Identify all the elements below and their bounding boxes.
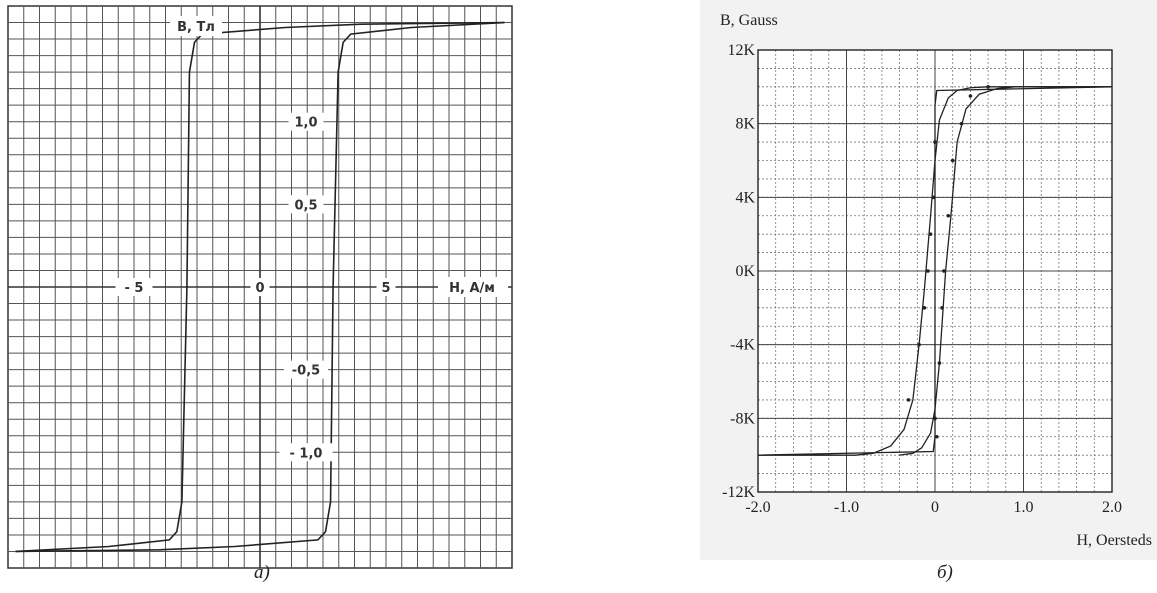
data-marker-b — [959, 121, 964, 126]
x-tick-label-b: 0 — [931, 499, 939, 516]
chart-b-svg: 12K 8K 4K 0K -4K -8K -12K-2.0 -1.0 0 1.0 2.0 B, Gau… — [700, 0, 1157, 560]
data-marker-b — [950, 158, 955, 163]
data-marker-b — [937, 361, 942, 365]
y-tick-label-b: -8K — [730, 410, 755, 427]
data-marker-b — [922, 306, 927, 310]
y-tick-label-a: 1,0 — [294, 116, 317, 131]
x-axis-label-a: Н, А/м — [449, 281, 495, 296]
hysteresis-branch-a-0 — [15, 21, 505, 553]
x-tick-label-b: -2.0 — [745, 499, 770, 516]
y-tick-label-a: 0,5 — [294, 198, 317, 213]
ylabel-bg-a — [170, 16, 222, 36]
data-marker-b — [934, 434, 939, 439]
data-marker-b — [940, 306, 944, 310]
data-marker-b — [968, 94, 973, 98]
y-tick-label-b: -4K — [730, 337, 755, 354]
xlabel-bg-a — [438, 277, 508, 297]
hysteresis-branch-a-1 — [15, 21, 505, 553]
y-tick-bg-a — [279, 443, 333, 462]
hysteresis-chart-a: - 5 0 5 1,0 0,5 -0,5 - 1,0 В, Тл Н, А/м — [0, 0, 520, 593]
data-marker-b — [946, 213, 951, 218]
data-marker-b — [906, 398, 911, 402]
data-marker-b — [917, 342, 921, 347]
caption-a: а) — [254, 562, 270, 583]
y-tick-bg-a — [288, 195, 324, 214]
y-tick-label-a: -0,5 — [292, 364, 320, 379]
y-tick-label-b: -12K — [722, 484, 755, 501]
x-tick-bg-a — [115, 278, 153, 296]
plot-frame-b — [757, 49, 1113, 493]
y-axis-label-a: В, Тл — [177, 20, 215, 35]
curve-b-2 — [757, 86, 1113, 456]
y-tick-label-b: 0K — [735, 263, 755, 280]
chart-a-svg: - 5 0 5 1,0 0,5 -0,5 - 1,0 В, Тл Н, А/м — [7, 5, 513, 569]
data-marker-b — [986, 85, 990, 89]
x-tick-bg-a — [376, 278, 396, 296]
x-tick-bg-a — [250, 278, 270, 296]
x-tick-label-a: - 5 — [125, 281, 144, 296]
hysteresis-chart-b: 12K 8K 4K 0K -4K -8K -12K -2.0 -1.0 0 1.0 2.0 B, Gau… — [700, 0, 1157, 593]
x-axis-label-b: H, Oersteds — [1076, 532, 1152, 549]
x-tick-label-a: 5 — [381, 281, 390, 296]
y-tick-label-a: - 1,0 — [290, 446, 323, 461]
data-marker-b — [942, 269, 946, 273]
data-marker-b — [926, 269, 930, 273]
y-tick-bg-a — [284, 360, 328, 379]
x-tick-label-b: 1.0 — [1014, 499, 1034, 516]
data-marker-b — [933, 140, 937, 144]
data-marker-b — [931, 195, 936, 200]
y-tick-bg-a — [288, 112, 324, 131]
y-axis-label-b: B, Gauss — [720, 12, 778, 29]
y-tick-label-b: 4K — [735, 189, 755, 206]
y-tick-label-b: 8K — [735, 116, 755, 133]
x-tick-label-b: 2.0 — [1102, 499, 1122, 516]
curve-b-0 — [758, 86, 1112, 456]
x-tick-label-a: 0 — [255, 281, 264, 296]
data-marker-b — [933, 416, 937, 421]
x-tick-label-b: -1.0 — [834, 499, 859, 516]
caption-b: б) — [937, 562, 953, 583]
data-marker-b — [928, 232, 933, 236]
y-tick-label-b: 12K — [727, 42, 755, 59]
